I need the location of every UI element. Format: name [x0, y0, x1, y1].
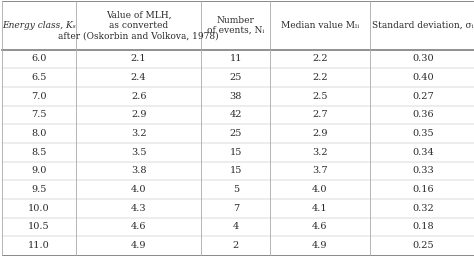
Text: Energy class, Kₛ: Energy class, Kₛ — [2, 21, 76, 30]
Text: 2.4: 2.4 — [131, 73, 146, 82]
Text: 0.18: 0.18 — [412, 222, 434, 231]
Text: 4.3: 4.3 — [131, 204, 146, 213]
Text: 0.36: 0.36 — [412, 110, 434, 119]
Text: 0.16: 0.16 — [412, 185, 434, 194]
Text: 0.34: 0.34 — [412, 148, 434, 157]
Text: 0.32: 0.32 — [412, 204, 434, 213]
Text: 25: 25 — [229, 129, 242, 138]
Text: 6.5: 6.5 — [31, 73, 47, 82]
Text: 2.9: 2.9 — [312, 129, 328, 138]
Text: 4.1: 4.1 — [312, 204, 328, 213]
Text: 8.5: 8.5 — [31, 148, 47, 157]
Text: 2.9: 2.9 — [131, 110, 146, 119]
Text: 3.7: 3.7 — [312, 167, 328, 175]
Text: 7.0: 7.0 — [31, 92, 47, 101]
Text: Number
of events, Nᵢ: Number of events, Nᵢ — [207, 16, 264, 35]
Text: 6.0: 6.0 — [31, 55, 47, 63]
Text: 11.0: 11.0 — [28, 241, 50, 250]
Text: 4: 4 — [233, 222, 239, 231]
Text: 7.5: 7.5 — [31, 110, 47, 119]
Text: 3.2: 3.2 — [312, 148, 328, 157]
Text: 0.27: 0.27 — [412, 92, 434, 101]
Text: 3.2: 3.2 — [131, 129, 146, 138]
Text: 4.6: 4.6 — [312, 222, 328, 231]
Text: 2: 2 — [233, 241, 239, 250]
Text: 8.0: 8.0 — [31, 129, 47, 138]
Text: 2.2: 2.2 — [312, 73, 328, 82]
Text: 15: 15 — [229, 167, 242, 175]
Text: 0.40: 0.40 — [412, 73, 434, 82]
Text: 3.8: 3.8 — [131, 167, 146, 175]
Text: 15: 15 — [229, 148, 242, 157]
Text: 25: 25 — [229, 73, 242, 82]
Text: 2.1: 2.1 — [131, 55, 146, 63]
Text: 2.2: 2.2 — [312, 55, 328, 63]
Text: 10.0: 10.0 — [28, 204, 50, 213]
Text: 42: 42 — [229, 110, 242, 119]
Text: 2.6: 2.6 — [131, 92, 146, 101]
Text: 4.6: 4.6 — [131, 222, 146, 231]
Text: 4.0: 4.0 — [131, 185, 146, 194]
Text: 2.7: 2.7 — [312, 110, 328, 119]
Text: 4.9: 4.9 — [131, 241, 146, 250]
Text: Standard deviation, σᵢ: Standard deviation, σᵢ — [372, 21, 474, 30]
Text: 4.9: 4.9 — [312, 241, 328, 250]
Text: 10.5: 10.5 — [28, 222, 50, 231]
Text: 0.30: 0.30 — [412, 55, 434, 63]
Text: 3.5: 3.5 — [131, 148, 146, 157]
Text: 0.35: 0.35 — [412, 129, 434, 138]
Text: 4.0: 4.0 — [312, 185, 328, 194]
Text: 9.5: 9.5 — [31, 185, 47, 194]
Text: 11: 11 — [229, 55, 242, 63]
Text: 2.5: 2.5 — [312, 92, 328, 101]
Text: Value of MLH,
as converted
after (Oskorbin and Volkova, 1978): Value of MLH, as converted after (Oskorb… — [58, 10, 219, 40]
Text: 9.0: 9.0 — [31, 167, 47, 175]
Text: 7: 7 — [233, 204, 239, 213]
Text: 0.33: 0.33 — [412, 167, 434, 175]
Text: 0.25: 0.25 — [412, 241, 434, 250]
Text: Median value Mₗᵢ: Median value Mₗᵢ — [281, 21, 359, 30]
Text: 5: 5 — [233, 185, 239, 194]
Text: 38: 38 — [229, 92, 242, 101]
